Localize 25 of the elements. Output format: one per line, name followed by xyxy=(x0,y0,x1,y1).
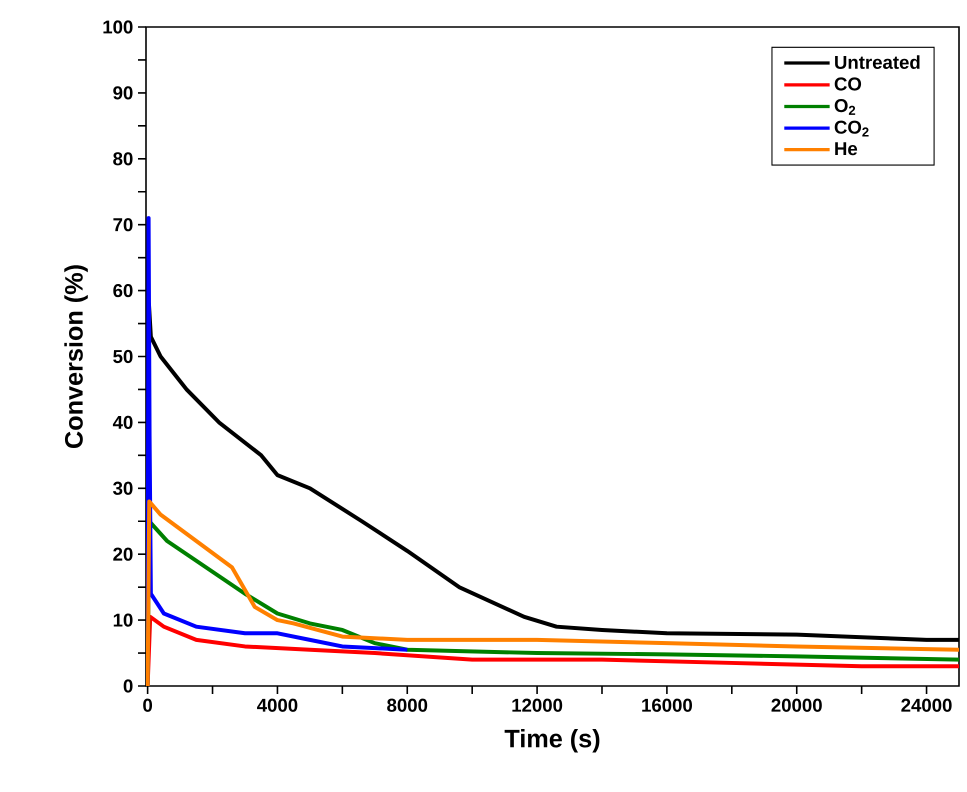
y-axis-title: Conversion (%) xyxy=(64,265,88,448)
x-tick-label: 4000 xyxy=(257,698,298,712)
x-tick-label: 8000 xyxy=(387,698,428,712)
legend-label: O$_{2}$ xyxy=(834,99,856,115)
x-axis-title: Time (s) xyxy=(504,728,600,752)
legend-label: CO$_{2}$ xyxy=(834,120,869,136)
y-tick-label: 10 xyxy=(114,614,133,627)
legend-label: He xyxy=(835,142,858,156)
legend-label: CO xyxy=(834,77,862,91)
y-tick-label: 50 xyxy=(113,350,133,364)
y-tick-label: 90 xyxy=(113,86,133,100)
y-tick-label: 60 xyxy=(113,284,133,298)
x-tick-label: 0 xyxy=(143,698,152,712)
y-tick-label: 70 xyxy=(113,218,133,232)
y-tick-label: 80 xyxy=(113,152,133,166)
y-tick-label: 30 xyxy=(113,482,133,495)
x-tick-label: 20000 xyxy=(772,698,822,712)
legend-label: Untreated xyxy=(835,55,920,69)
x-tick-label: 24000 xyxy=(901,698,952,712)
x-tick-label: 12000 xyxy=(512,698,562,712)
y-tick-label: 0 xyxy=(124,679,133,693)
y-tick-label: 100 xyxy=(103,20,133,34)
x-tick-label: 16000 xyxy=(642,698,692,712)
y-tick-label: 20 xyxy=(113,548,133,561)
y-tick-label: 40 xyxy=(112,416,133,429)
